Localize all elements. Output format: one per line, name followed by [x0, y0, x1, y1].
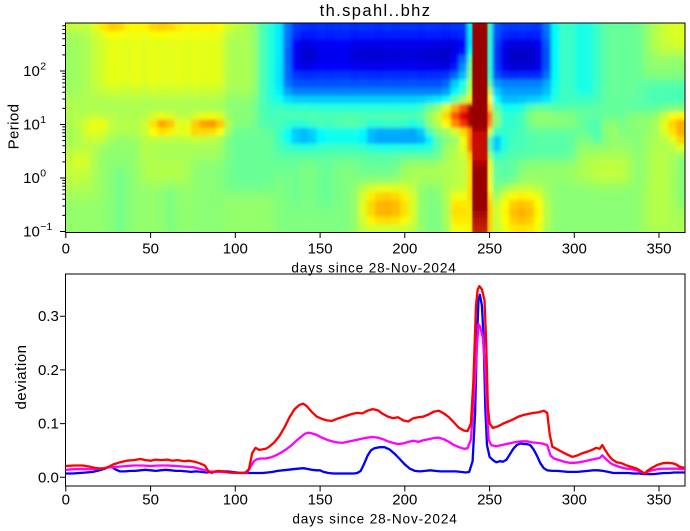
svg-text:deviation: deviation	[13, 345, 30, 410]
svg-text:200: 200	[392, 241, 417, 258]
svg-text:th.spahl..bhz: th.spahl..bhz	[320, 2, 432, 20]
svg-text:350: 350	[646, 241, 671, 258]
svg-text:0: 0	[62, 241, 70, 258]
svg-text:1: 1	[40, 114, 46, 126]
svg-text:150: 150	[308, 241, 333, 258]
svg-text:350: 350	[646, 491, 671, 508]
svg-text:300: 300	[562, 241, 587, 258]
svg-text:Period: Period	[6, 104, 23, 150]
svg-text:50: 50	[142, 491, 159, 508]
svg-text:100: 100	[223, 241, 248, 258]
svg-text:150: 150	[308, 491, 333, 508]
svg-text:−1: −1	[40, 221, 52, 233]
svg-text:0.0: 0.0	[38, 469, 59, 486]
svg-text:300: 300	[562, 491, 587, 508]
svg-text:0.3: 0.3	[38, 308, 59, 325]
svg-text:10: 10	[23, 63, 40, 80]
svg-text:0.2: 0.2	[38, 362, 59, 379]
svg-text:250: 250	[477, 241, 502, 258]
svg-text:2: 2	[40, 60, 46, 72]
svg-text:10: 10	[23, 116, 40, 133]
svg-text:0.1: 0.1	[38, 416, 59, 433]
svg-text:0: 0	[40, 167, 46, 179]
svg-text:days since 28-Nov-2024: days since 28-Nov-2024	[292, 512, 457, 527]
svg-text:200: 200	[392, 491, 417, 508]
svg-text:days since 28-Nov-2024: days since 28-Nov-2024	[291, 261, 456, 276]
svg-text:100: 100	[223, 491, 248, 508]
svg-text:50: 50	[142, 241, 159, 258]
svg-text:0: 0	[62, 491, 70, 508]
svg-text:250: 250	[477, 491, 502, 508]
svg-text:10: 10	[23, 170, 40, 187]
svg-text:10: 10	[23, 223, 40, 240]
